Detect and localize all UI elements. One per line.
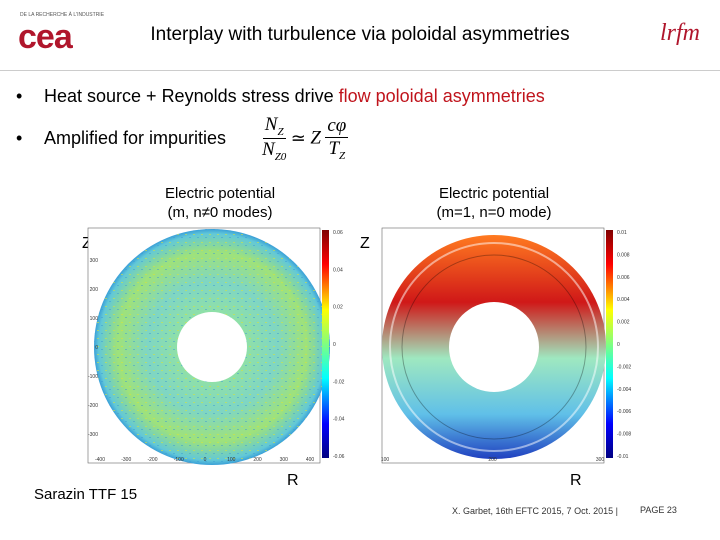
formula: NZ NZ0 ≃ Z cφ TZ (262, 114, 349, 163)
logo-tagline: DE LA RECHERCHE À L'INDUSTRIE (20, 12, 105, 18)
colorbar-tick-label: -0.04 (333, 417, 345, 423)
colorbar-tick-label: 0.04 (333, 267, 343, 273)
header-rule (0, 70, 720, 71)
bullet-text: Amplified for impurities (44, 128, 227, 148)
colorbar-tick-label: -0.006 (617, 409, 631, 415)
x-tick-label: 200 (253, 457, 262, 463)
disk-ring (389, 242, 599, 452)
x-tick-label: -300 (121, 457, 131, 463)
colorbar-tick-label: -0.06 (333, 454, 345, 460)
formula-part: cφ (325, 114, 349, 138)
disk-ring (401, 254, 587, 440)
formula-part: Z0 (274, 150, 287, 163)
colorbar-tick-label: -0.01 (617, 454, 629, 460)
x-tick-label: 100 (227, 457, 236, 463)
formula-part: T (328, 137, 340, 159)
axis-label: R (287, 472, 299, 489)
credit: Sarazin TTF 15 (34, 486, 138, 503)
fraction: NZ NZ0 (262, 114, 286, 163)
x-tick-label: 400 (306, 457, 315, 463)
formula-part: Z (339, 149, 346, 162)
panel-title: Electric potential (m, n≠0 modes) (120, 184, 320, 222)
colorbar-tick-label: 0.006 (617, 275, 630, 281)
x-tick-label: 100 (381, 457, 390, 463)
colorbar-tick-label: 0.02 (333, 305, 343, 311)
y-tick-label: 300 (90, 258, 99, 264)
slide-title: Interplay with turbulence via poloidal a… (150, 24, 570, 45)
y-tick-label: 0 (95, 345, 98, 351)
panel-title-line: Electric potential (438, 185, 550, 202)
axis-label: Z (82, 235, 92, 252)
colorbar-tick-label: 0.008 (617, 252, 630, 258)
colorbar-tick-label: 0.002 (617, 320, 630, 326)
colorbar-tick-label: 0 (333, 342, 336, 348)
x-tick-label: 200 (488, 457, 497, 463)
x-tick-label: -200 (147, 457, 157, 463)
colorbar-tick-label: -0.004 (617, 387, 631, 393)
footer-page: PAGE 23 (640, 505, 677, 515)
colorbar-tick-label: 0.06 (333, 230, 343, 236)
y-tick-label: -200 (88, 403, 98, 409)
footer-citation: X. Garbet, 16th EFTC 2015, 7 Oct. 2015 | (452, 506, 618, 516)
colorbar (606, 230, 613, 458)
fraction: cφ TZ (325, 114, 349, 162)
formula-part: N (264, 114, 278, 135)
panel-title: Electric potential (m=1, n=0 mode) (394, 184, 594, 222)
logo-right: lrfm (660, 20, 701, 46)
colorbar (322, 230, 329, 458)
formula-part: Z (277, 125, 284, 138)
x-tick-label: -100 (174, 457, 184, 463)
y-tick-label: -100 (88, 374, 98, 380)
bullet-highlight: flow poloidal asymmetries (338, 86, 545, 106)
y-tick-label: 200 (90, 287, 99, 293)
y-tick-label: -300 (88, 432, 98, 438)
panel-title-line: (m=1, n=0 mode) (436, 204, 552, 221)
colorbar-tick-label: 0.01 (617, 230, 627, 236)
logo: cea (18, 18, 73, 56)
disk-hole (449, 302, 539, 392)
axis-label: R (570, 472, 582, 489)
axis-label: Z (360, 235, 370, 252)
y-tick-label: 100 (90, 316, 99, 322)
colorbar-tick-label: -0.002 (617, 364, 631, 370)
colorbar-tick-label: 0.004 (617, 297, 630, 303)
x-tick-label: 300 (280, 457, 289, 463)
x-tick-label: -400 (95, 457, 105, 463)
bullet-mark: • (16, 86, 23, 106)
formula-part: Z (310, 127, 321, 149)
colorbar-tick-label: -0.02 (333, 379, 345, 385)
panel-title-line: (m, n≠0 modes) (167, 204, 273, 221)
colorbar-tick-label: -0.008 (617, 432, 631, 438)
x-tick-label: 0 (204, 457, 207, 463)
formula-part: ≃ (290, 127, 306, 148)
panel-title-line: Electric potential (164, 185, 276, 202)
bullet-mark: • (16, 128, 23, 148)
colorbar-tick-label: 0 (617, 342, 620, 348)
bullet: Heat source + Reynolds stress drive flow… (44, 86, 545, 107)
formula-part: N (262, 138, 275, 160)
x-tick-label: 300 (596, 457, 605, 463)
bullet-text: Heat source + Reynolds stress drive (44, 86, 339, 106)
disk-hole (177, 312, 247, 382)
